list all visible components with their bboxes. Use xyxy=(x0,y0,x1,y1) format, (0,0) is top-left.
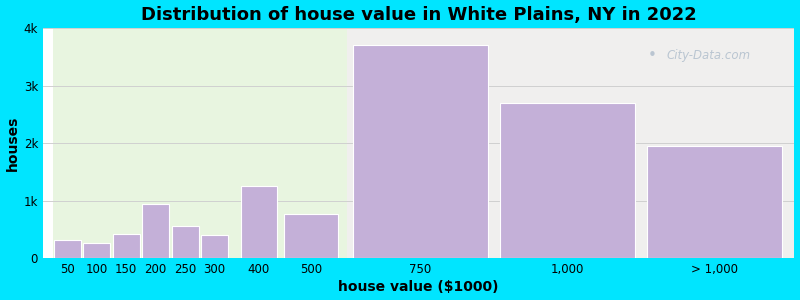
Bar xyxy=(284,214,338,258)
Bar xyxy=(142,204,170,258)
Bar xyxy=(241,186,277,258)
Text: City-Data.com: City-Data.com xyxy=(666,49,751,62)
Bar xyxy=(201,236,228,258)
Bar xyxy=(53,28,347,258)
Bar xyxy=(353,45,488,258)
Text: •: • xyxy=(648,48,657,63)
Bar xyxy=(646,146,782,258)
Title: Distribution of house value in White Plains, NY in 2022: Distribution of house value in White Pla… xyxy=(141,6,697,24)
Y-axis label: houses: houses xyxy=(6,116,19,171)
Bar xyxy=(171,226,198,258)
Bar xyxy=(347,28,794,258)
Bar xyxy=(500,103,635,258)
Bar xyxy=(83,243,110,258)
X-axis label: house value ($1000): house value ($1000) xyxy=(338,280,499,294)
Bar xyxy=(113,234,140,258)
Bar xyxy=(54,240,81,258)
